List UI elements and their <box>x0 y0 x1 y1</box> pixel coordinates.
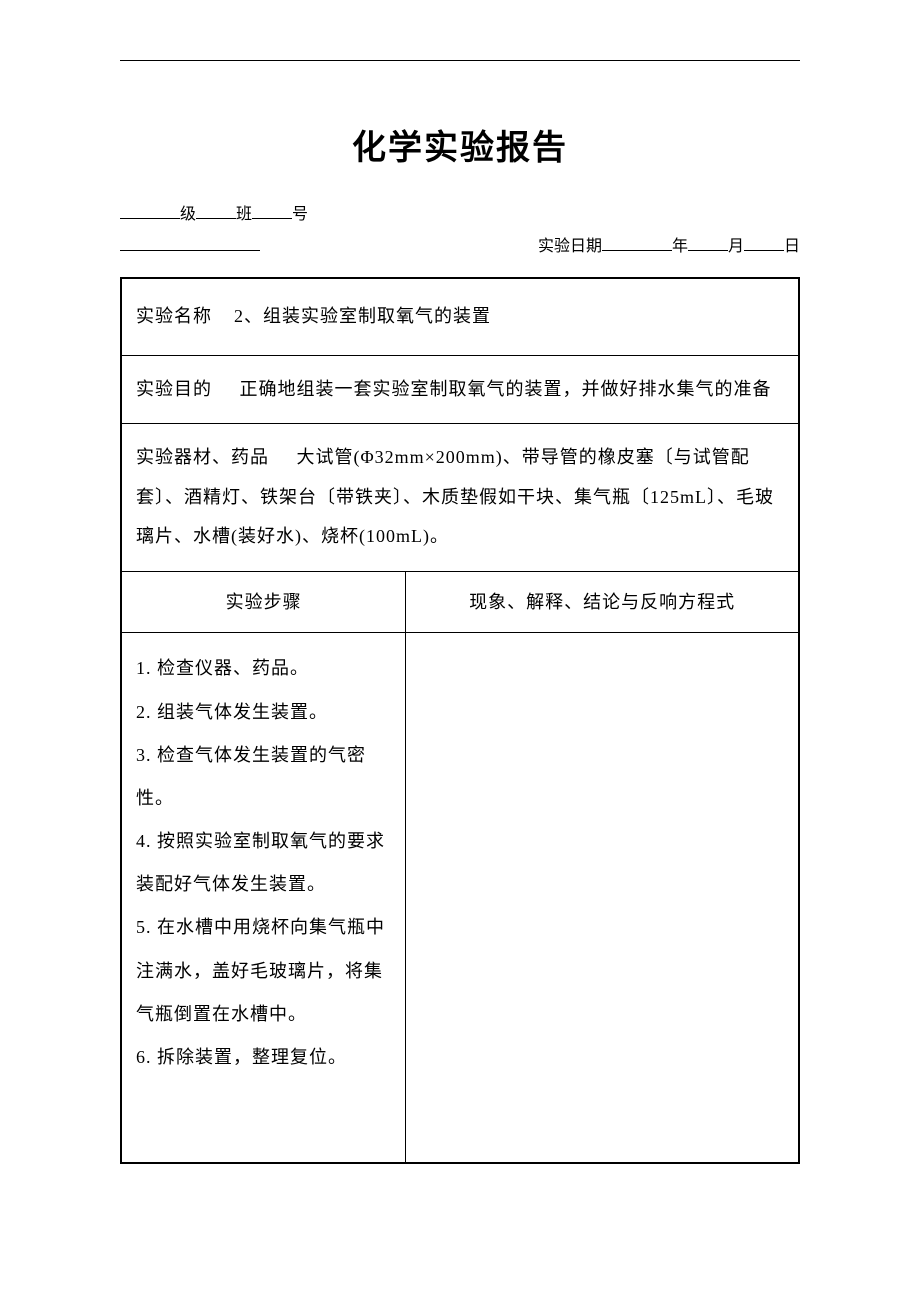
row-purpose: 实验目的 正确地组装一套实验室制取氧气的装置，并做好排水集气的准备 <box>121 355 799 424</box>
class-blank <box>196 201 236 219</box>
cell-steps: 1. 检查仪器、药品。 2. 组装气体发生装置。 3. 检查气体发生装置的气密性… <box>121 633 406 1163</box>
cell-observations <box>406 633 799 1163</box>
purpose-value: 正确地组装一套实验室制取氧气的装置，并做好排水集气的准备 <box>240 379 772 399</box>
class-label: 班 <box>236 206 252 223</box>
document-title: 化学实验报告 <box>120 120 800 169</box>
student-info: 级班号 <box>120 199 308 231</box>
date-prefix: 实验日期 <box>538 238 602 255</box>
year-label: 年 <box>672 238 688 255</box>
number-label: 号 <box>292 206 308 223</box>
grade-blank <box>120 201 180 219</box>
document-page: 化学实验报告 级班号 实验日期年月日 实验名称 2、组装实验室制取氧气的装置 实 <box>0 0 920 1302</box>
date-info: 实验日期 年 月 日 <box>498 231 800 263</box>
header-row-1: 级班号 <box>120 199 800 231</box>
steps-header: 实验步骤 <box>121 571 406 632</box>
day-label: 日 <box>784 238 800 255</box>
step-6: 6. 拆除装置，整理复位。 <box>136 1036 391 1079</box>
step-1: 1. 检查仪器、药品。 <box>136 647 391 690</box>
experiment-name-value: 2、组装实验室制取氧气的装置 <box>234 306 491 326</box>
number-blank <box>252 201 292 219</box>
step-3: 3. 检查气体发生装置的气密性。 <box>136 734 391 820</box>
name-blank-line <box>120 231 260 263</box>
month-blank <box>688 233 728 251</box>
year-blank <box>602 233 672 251</box>
header-row-2: 实验日期 年 月 日 <box>120 231 800 263</box>
step-5: 5. 在水槽中用烧杯向集气瓶中注满水，盖好毛玻璃片，将集气瓶倒置在水槽中。 <box>136 906 391 1036</box>
cell-purpose: 实验目的 正确地组装一套实验室制取氧气的装置，并做好排水集气的准备 <box>121 355 799 424</box>
row-steps: 1. 检查仪器、药品。 2. 组装气体发生装置。 3. 检查气体发生装置的气密性… <box>121 633 799 1163</box>
row-column-headers: 实验步骤 现象、解释、结论与反响方程式 <box>121 571 799 632</box>
page-top-rule <box>120 60 800 61</box>
row-experiment-name: 实验名称 2、组装实验室制取氧气的装置 <box>121 278 799 355</box>
purpose-label: 实验目的 <box>136 379 212 399</box>
header-info: 级 班 号 实验日期 年 月 日 <box>120 199 800 263</box>
cell-experiment-name: 实验名称 2、组装实验室制取氧气的装置 <box>121 278 799 355</box>
equipment-label: 实验器材、药品 <box>136 447 269 467</box>
experiment-table: 实验名称 2、组装实验室制取氧气的装置 实验目的 正确地组装一套实验室制取氧气的… <box>120 277 800 1164</box>
month-label: 月 <box>728 238 744 255</box>
step-4: 4. 按照实验室制取氧气的要求装配好气体发生装置。 <box>136 820 391 906</box>
grade-label: 级 <box>180 206 196 223</box>
name-blank <box>120 233 260 251</box>
experiment-name-label: 实验名称 <box>136 306 212 326</box>
cell-equipment: 实验器材、药品 大试管(Φ32mm×200mm)、带导管的橡皮塞〔与试管配套〕、… <box>121 424 799 572</box>
observations-header: 现象、解释、结论与反响方程式 <box>406 571 799 632</box>
day-blank <box>744 233 784 251</box>
row-equipment: 实验器材、药品 大试管(Φ32mm×200mm)、带导管的橡皮塞〔与试管配套〕、… <box>121 424 799 572</box>
step-2: 2. 组装气体发生装置。 <box>136 691 391 734</box>
